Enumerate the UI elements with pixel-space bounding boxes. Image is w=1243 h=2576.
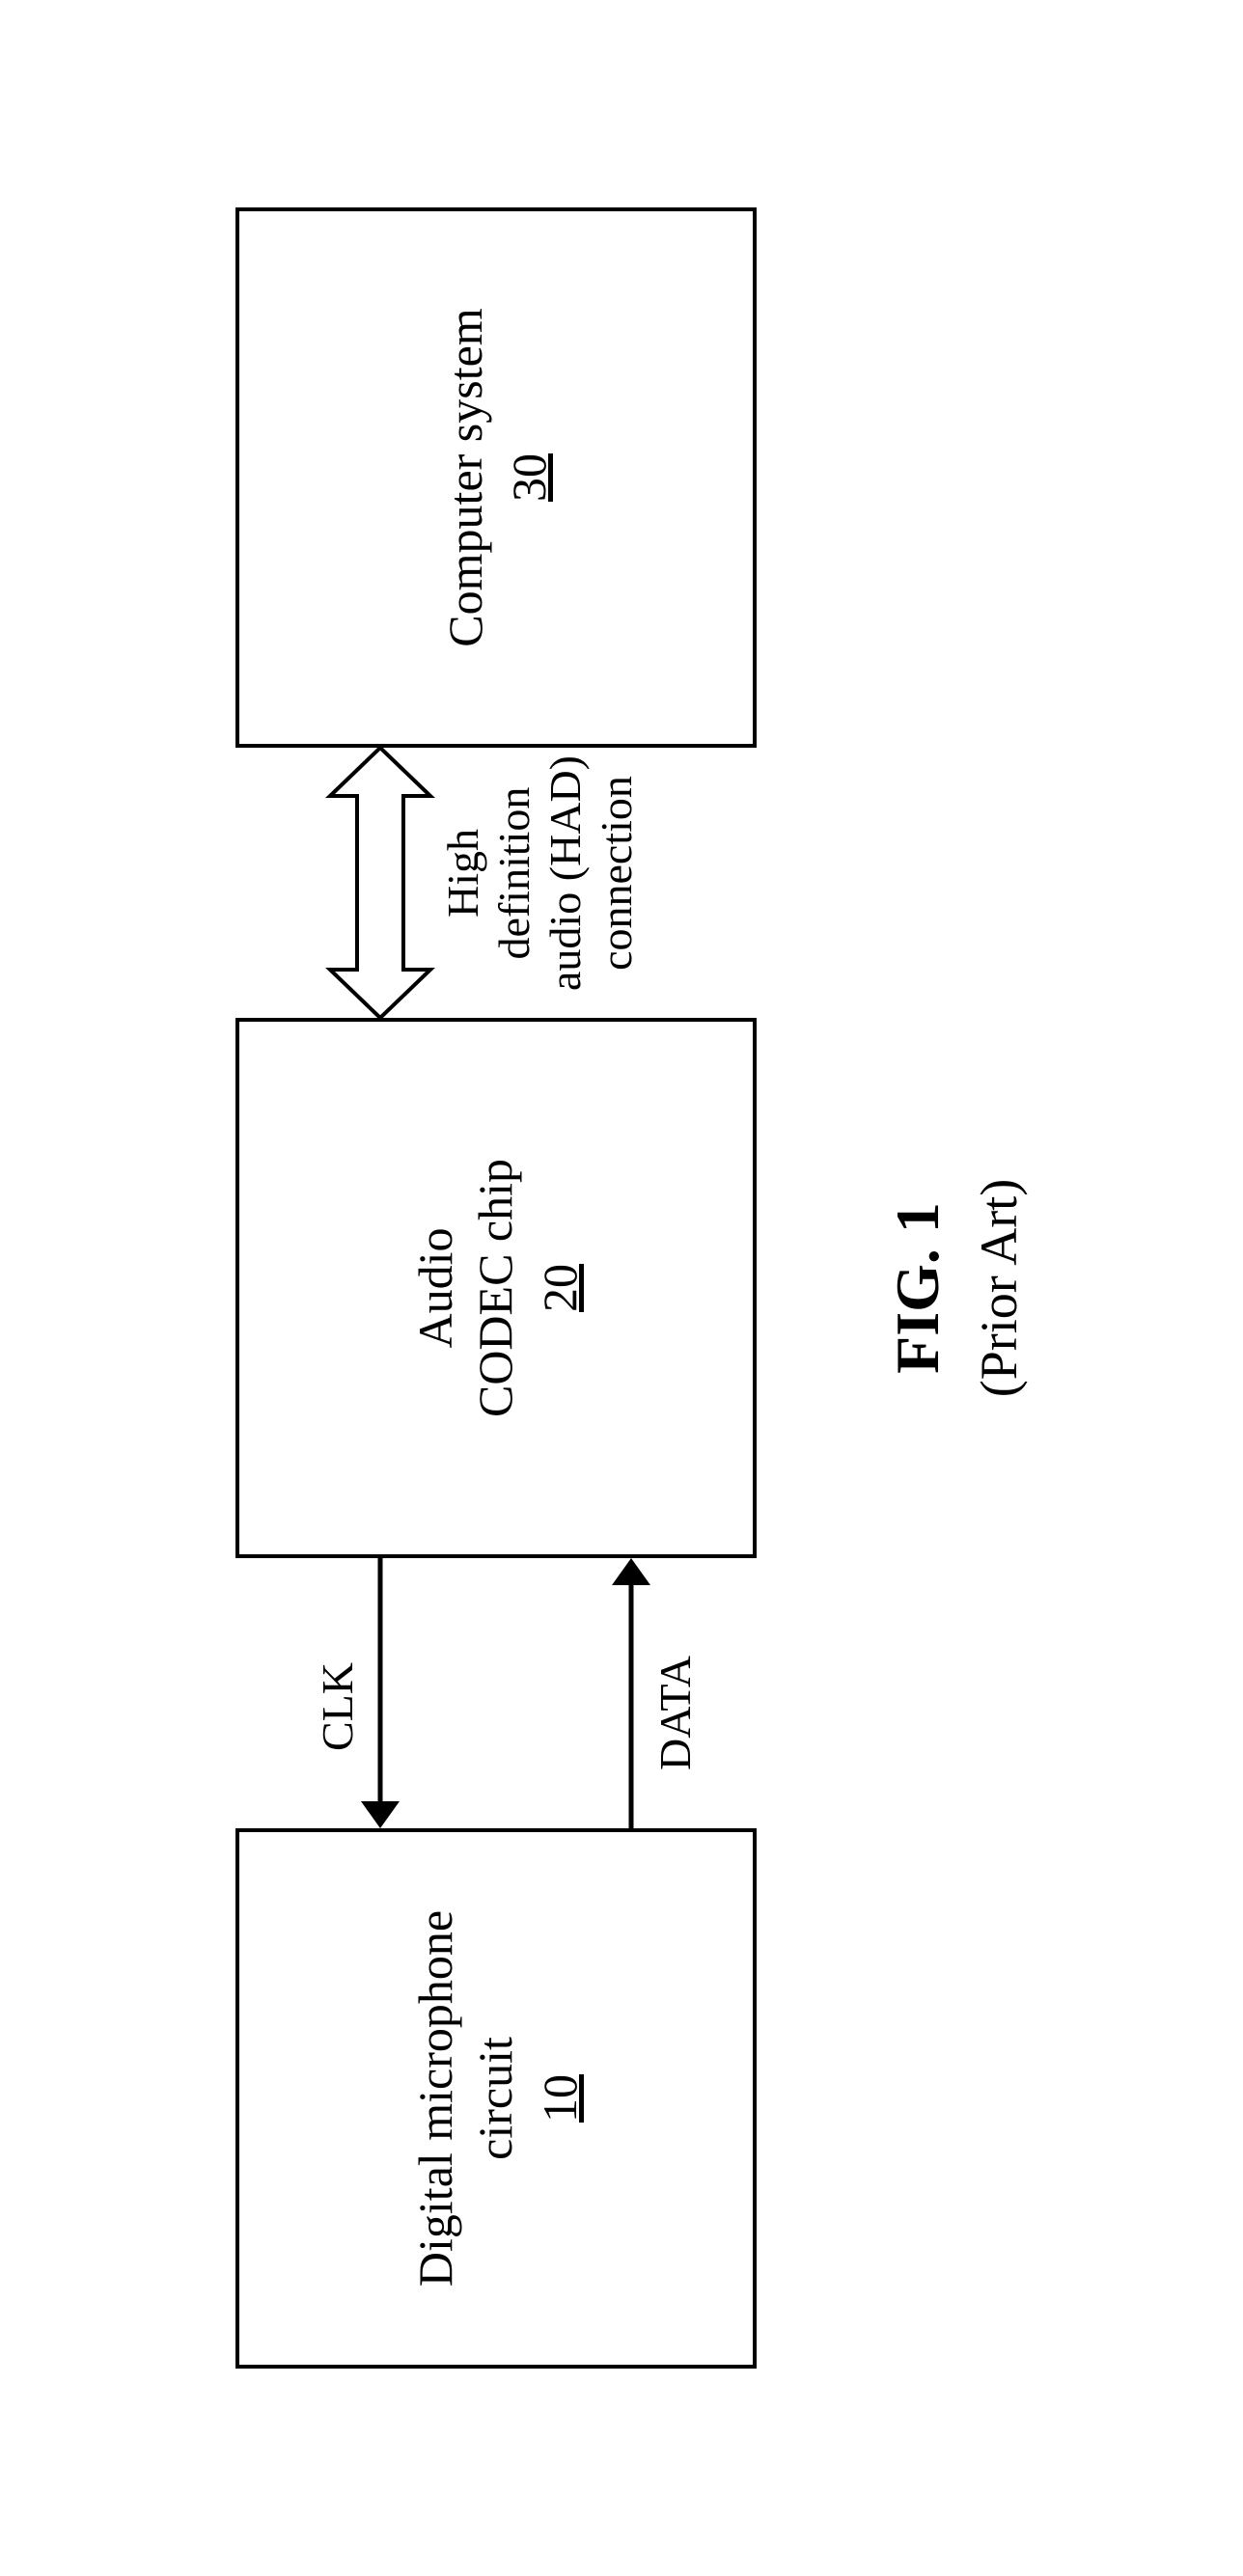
hda-double-arrow <box>330 748 430 1018</box>
clk-label: CLK <box>313 1662 364 1751</box>
data-label: DATA <box>650 1656 702 1770</box>
figure-title: FIG. 1 <box>882 130 953 2446</box>
hda-label: Highdefinitionaudio (HAD)connection <box>438 748 643 999</box>
data-arrow <box>612 1558 650 1828</box>
clk-arrow <box>361 1558 400 1828</box>
diagram-canvas: Digital microphonecircuit 10 AudioCODEC … <box>91 130 1152 2446</box>
figure-subtitle: (Prior Art) <box>969 130 1029 2446</box>
